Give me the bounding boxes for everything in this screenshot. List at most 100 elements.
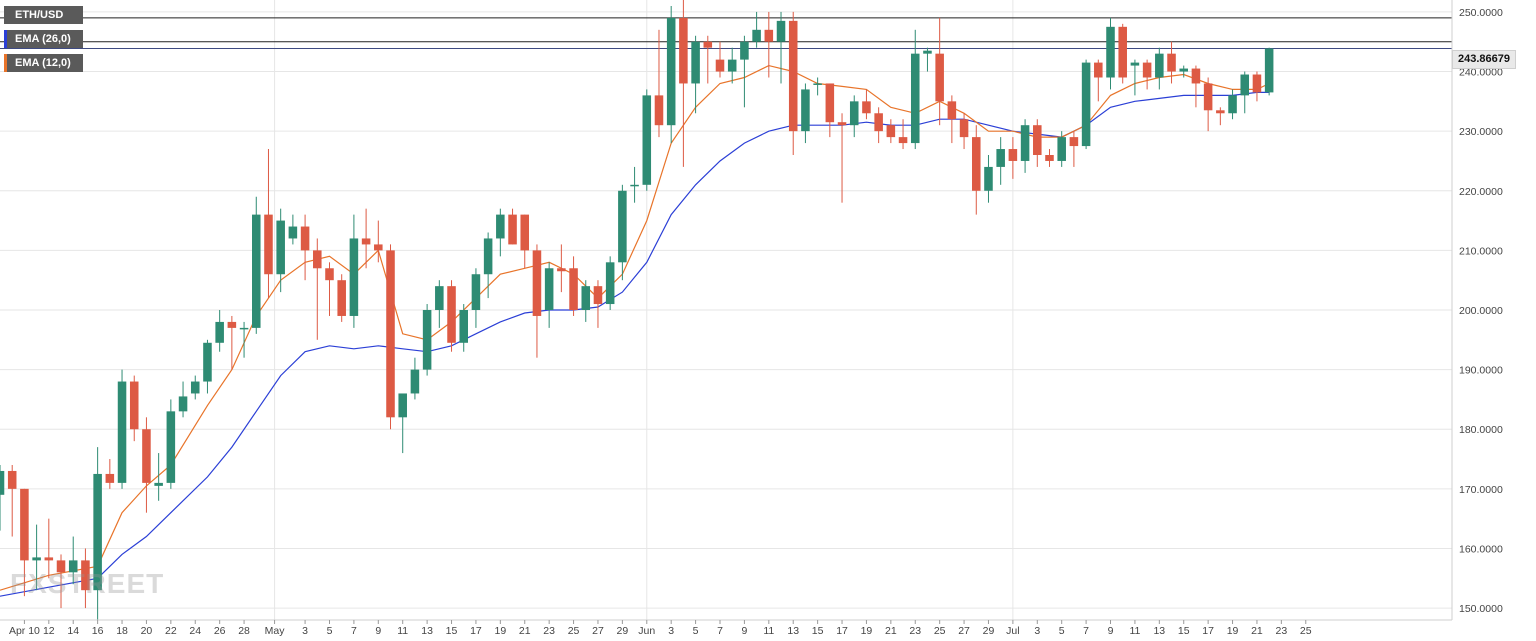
candle-bullish <box>923 47 932 72</box>
x-tick-label: 19 <box>1227 625 1239 637</box>
candle-bearish <box>959 113 969 150</box>
x-tick-label: 5 <box>693 625 699 637</box>
candle-body <box>1228 95 1237 114</box>
candle-body <box>959 119 969 138</box>
candle-body <box>325 268 334 281</box>
x-tick-label: 21 <box>885 625 897 637</box>
candle-bullish <box>1106 17 1115 90</box>
candle-bearish <box>105 459 115 489</box>
candle-body <box>203 342 212 382</box>
candle-body <box>727 59 737 72</box>
ema-lines <box>0 64 1270 597</box>
candle-body <box>447 286 456 343</box>
x-tick-label: 9 <box>375 625 381 637</box>
candle-body <box>1130 62 1140 66</box>
candle-body <box>56 560 66 573</box>
candle-bullish <box>154 453 163 501</box>
candle-body <box>142 429 151 483</box>
y-tick-label: 210.0000 <box>1459 245 1503 257</box>
candle-body <box>239 327 249 330</box>
candle-bullish <box>1228 89 1237 120</box>
candle-bearish <box>1069 131 1079 167</box>
candle-body <box>1142 62 1152 78</box>
candle-body <box>764 29 774 42</box>
candle-bullish <box>239 321 249 358</box>
x-tick-label: 20 <box>141 625 153 637</box>
x-tick-label: 28 <box>238 625 250 637</box>
candle-bullish <box>471 268 481 328</box>
candles <box>0 0 1274 620</box>
y-tick-label: 250.0000 <box>1459 7 1503 19</box>
x-tick-label: 22 <box>165 625 177 637</box>
y-tick-label: 230.0000 <box>1459 126 1503 138</box>
candle-bearish <box>886 119 896 144</box>
y-tick-label: 190.0000 <box>1459 365 1503 377</box>
candle-bullish <box>618 184 627 281</box>
candle-bullish <box>605 256 615 310</box>
x-tick-label: 19 <box>494 625 506 637</box>
x-tick-label: 9 <box>741 625 747 637</box>
x-tick-label: 17 <box>470 625 482 637</box>
y-tick-labels: 150.0000 160.0000 170.0000 180.0000 190.0000… <box>1459 7 1503 615</box>
candle-bearish <box>520 214 530 269</box>
candle-bullish <box>740 35 749 108</box>
x-tick-label: 21 <box>1251 625 1263 637</box>
x-tick-label: 7 <box>1083 625 1089 637</box>
candle-body <box>910 53 920 144</box>
legend-symbol[interactable]: ETH/USD <box>4 6 83 24</box>
x-tick-label: May <box>265 625 286 637</box>
candle-body <box>642 95 652 185</box>
candle-body <box>68 560 78 573</box>
candle-body <box>679 17 688 84</box>
candle-bullish <box>398 393 407 454</box>
candle-body <box>813 83 822 85</box>
candle-body <box>422 310 432 370</box>
candle-bullish <box>581 280 591 322</box>
candle-bearish <box>1094 59 1103 102</box>
candle-body <box>581 286 591 310</box>
x-tick-label: Jul <box>1006 625 1019 637</box>
y-tick-label: 180.0000 <box>1459 424 1503 436</box>
legend-ema-short[interactable]: EMA (12,0) <box>4 54 83 72</box>
candle-bearish <box>129 375 139 442</box>
candle-bearish <box>20 488 29 597</box>
candle-body <box>666 17 676 126</box>
x-tick-label: 5 <box>327 625 333 637</box>
x-tick-label: 14 <box>67 625 79 637</box>
candle-bullish <box>483 232 493 299</box>
candle-body <box>1008 149 1018 161</box>
candle-body <box>947 101 957 120</box>
candle-bearish <box>337 274 346 322</box>
x-tick-label: 24 <box>189 625 201 637</box>
x-tick-label: 3 <box>668 625 674 637</box>
candle-body <box>544 268 554 310</box>
candle-bearish <box>715 41 725 78</box>
candle-bearish <box>1216 107 1225 126</box>
candle-bearish <box>593 280 603 328</box>
x-tick-label: 15 <box>446 625 458 637</box>
legend-ema-long[interactable]: EMA (26,0) <box>4 30 83 48</box>
candle-bullish <box>410 357 420 400</box>
candle-bearish <box>654 29 664 138</box>
x-tick-label: 23 <box>1276 625 1288 637</box>
x-tick-label: 17 <box>1202 625 1214 637</box>
candle-body <box>44 557 54 561</box>
candle-bearish <box>532 244 542 358</box>
candle-body <box>93 473 102 591</box>
candle-body <box>1216 110 1225 114</box>
candle-bearish <box>386 244 395 430</box>
candle-body <box>459 310 468 343</box>
x-tick-label: 25 <box>934 625 946 637</box>
candle-body <box>654 95 664 126</box>
ema-12-line <box>0 64 1270 591</box>
candle-body <box>288 226 298 239</box>
candle-bullish <box>801 83 810 144</box>
candle-bearish <box>1191 65 1201 108</box>
x-tick-label: 7 <box>717 625 723 637</box>
candle-body <box>361 238 371 245</box>
candle-body <box>129 381 139 430</box>
x-tick-label: 25 <box>568 625 580 637</box>
candle-bullish <box>910 29 920 150</box>
candle-body <box>483 238 493 275</box>
